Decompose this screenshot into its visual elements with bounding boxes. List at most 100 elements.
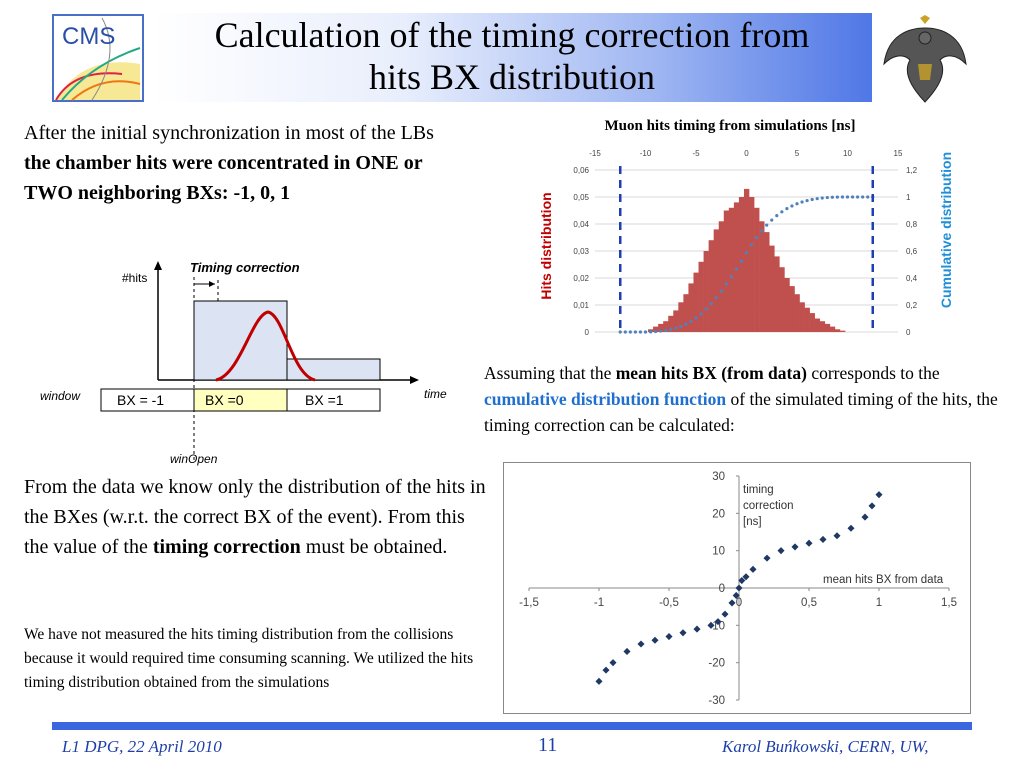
scatter-point bbox=[623, 647, 631, 656]
scatter-point bbox=[693, 625, 701, 633]
cumulative-point bbox=[856, 195, 860, 199]
scatter-point bbox=[833, 532, 841, 540]
scatter-point bbox=[728, 599, 736, 607]
slide-title: Calculation of the timing correction fro… bbox=[214, 15, 810, 97]
hits-bar bbox=[769, 245, 775, 332]
hits-bar bbox=[683, 294, 689, 332]
hits-bar bbox=[723, 210, 730, 332]
intro-paragraph: After the initial synchronization in mos… bbox=[24, 122, 434, 204]
hits-bar bbox=[728, 207, 735, 332]
hits-bar bbox=[743, 188, 750, 332]
cumulative-point bbox=[654, 329, 658, 334]
hits-bar bbox=[718, 221, 725, 332]
hits-bar bbox=[829, 326, 836, 332]
cumulative-point bbox=[780, 210, 784, 214]
footer-author: Karol Buńkowski, CERN, UW, bbox=[722, 737, 929, 756]
cumulative-point bbox=[638, 330, 643, 334]
hits-bar bbox=[688, 283, 694, 332]
scatter-xtick-label: 0 bbox=[736, 597, 742, 609]
cumulative-point bbox=[734, 267, 738, 271]
scatter-xtick-label: 0,5 bbox=[801, 597, 817, 609]
scatter-point bbox=[679, 629, 687, 637]
hits-bar bbox=[678, 302, 684, 332]
cumulative-point bbox=[704, 307, 708, 311]
scatter-point bbox=[637, 640, 645, 648]
scatter-xtick-label: -1 bbox=[594, 597, 604, 609]
cumulative-points bbox=[618, 195, 875, 334]
hits-bar bbox=[673, 310, 679, 332]
footer-event: L1 DPG, 22 April 2010 bbox=[62, 737, 222, 756]
cumulative-point bbox=[628, 330, 632, 334]
cumulative-point bbox=[866, 195, 870, 199]
scatter-xtick-label: -0,5 bbox=[659, 597, 679, 609]
hits-bar bbox=[698, 261, 704, 332]
scatter-point bbox=[847, 524, 855, 532]
hits-bar bbox=[759, 221, 765, 332]
cumulative-point bbox=[785, 207, 789, 211]
scatter-x-label: mean hits BX from data bbox=[823, 574, 944, 586]
hits-y2tick-label: 0,8 bbox=[906, 220, 918, 229]
cumulative-point bbox=[714, 295, 718, 300]
bx-1-cell bbox=[286, 388, 381, 412]
hits-bar bbox=[708, 240, 714, 332]
hits-y2tick-label: 1 bbox=[906, 193, 911, 202]
scatter-ytick-label: 10 bbox=[712, 546, 725, 558]
hits-bar bbox=[738, 197, 745, 332]
cumulative-point bbox=[850, 195, 855, 199]
scatter-point bbox=[791, 543, 799, 551]
hits-bar bbox=[658, 323, 664, 332]
cumulative-point bbox=[699, 312, 703, 316]
hits-bar bbox=[733, 202, 740, 332]
hits-y2tick-label: 0 bbox=[906, 328, 911, 337]
hits-bar bbox=[764, 232, 770, 332]
cumulative-point bbox=[719, 289, 723, 293]
hits-distribution-label: Hits distribution bbox=[538, 192, 554, 299]
hits-bar bbox=[668, 315, 674, 332]
scatter-xtick-label: 1 bbox=[876, 597, 882, 609]
hits-ytick-label: 0,01 bbox=[573, 301, 589, 310]
hits-chart-title: Muon hits timing from simulations [ns] bbox=[604, 118, 856, 134]
cumulative-point bbox=[861, 195, 865, 199]
scatter-ytick-label: 20 bbox=[712, 508, 725, 520]
cumulative-point bbox=[689, 319, 693, 323]
scatter-ytick-label: 0 bbox=[719, 583, 725, 595]
cumulative-point bbox=[820, 196, 824, 200]
signal-curve bbox=[215, 310, 316, 382]
hits-ytick-label: 0 bbox=[585, 328, 590, 337]
scatter-point bbox=[735, 584, 743, 592]
scatter-title-line2: correction bbox=[743, 500, 794, 512]
hits-bar bbox=[789, 286, 795, 332]
hits-y2tick-label: 0,6 bbox=[906, 247, 918, 256]
hits-xtick-label: 10 bbox=[843, 149, 852, 158]
hits-bar bbox=[839, 330, 846, 332]
cumulative-distribution-label: Cumulative distribution bbox=[938, 152, 954, 308]
hits-ytick-label: 0,03 bbox=[573, 247, 589, 256]
hits-bar bbox=[814, 318, 821, 332]
hits-bar bbox=[663, 321, 669, 332]
cumulative-point bbox=[800, 200, 804, 204]
hits-bar bbox=[819, 321, 826, 332]
cumulative-point bbox=[835, 195, 839, 199]
eagle-emblem bbox=[883, 15, 967, 103]
bx-1-label: BX =1 bbox=[305, 392, 344, 408]
hits-bar bbox=[779, 267, 785, 332]
hits-bar bbox=[834, 329, 841, 332]
bx-timing-diagram: Timing correction #hits time window BX =… bbox=[40, 260, 447, 466]
cumulative-point bbox=[805, 198, 809, 203]
scatter-point bbox=[651, 636, 659, 644]
scatter-point bbox=[742, 573, 750, 581]
scatter-point bbox=[595, 677, 603, 685]
cumulative-point bbox=[775, 214, 779, 218]
scatter-title-line3: [ns] bbox=[743, 516, 762, 528]
hits-bar bbox=[794, 294, 800, 332]
cumulative-point bbox=[770, 218, 774, 222]
cumulative-point bbox=[755, 235, 759, 240]
cumulative-point bbox=[633, 330, 637, 334]
cumulative-point bbox=[744, 251, 749, 255]
from-data-paragraph: From the data we know only the distribut… bbox=[24, 476, 486, 558]
cms-logo-text: CMS bbox=[62, 23, 115, 50]
scatter-point bbox=[875, 491, 883, 499]
cumulative-point bbox=[815, 197, 819, 201]
